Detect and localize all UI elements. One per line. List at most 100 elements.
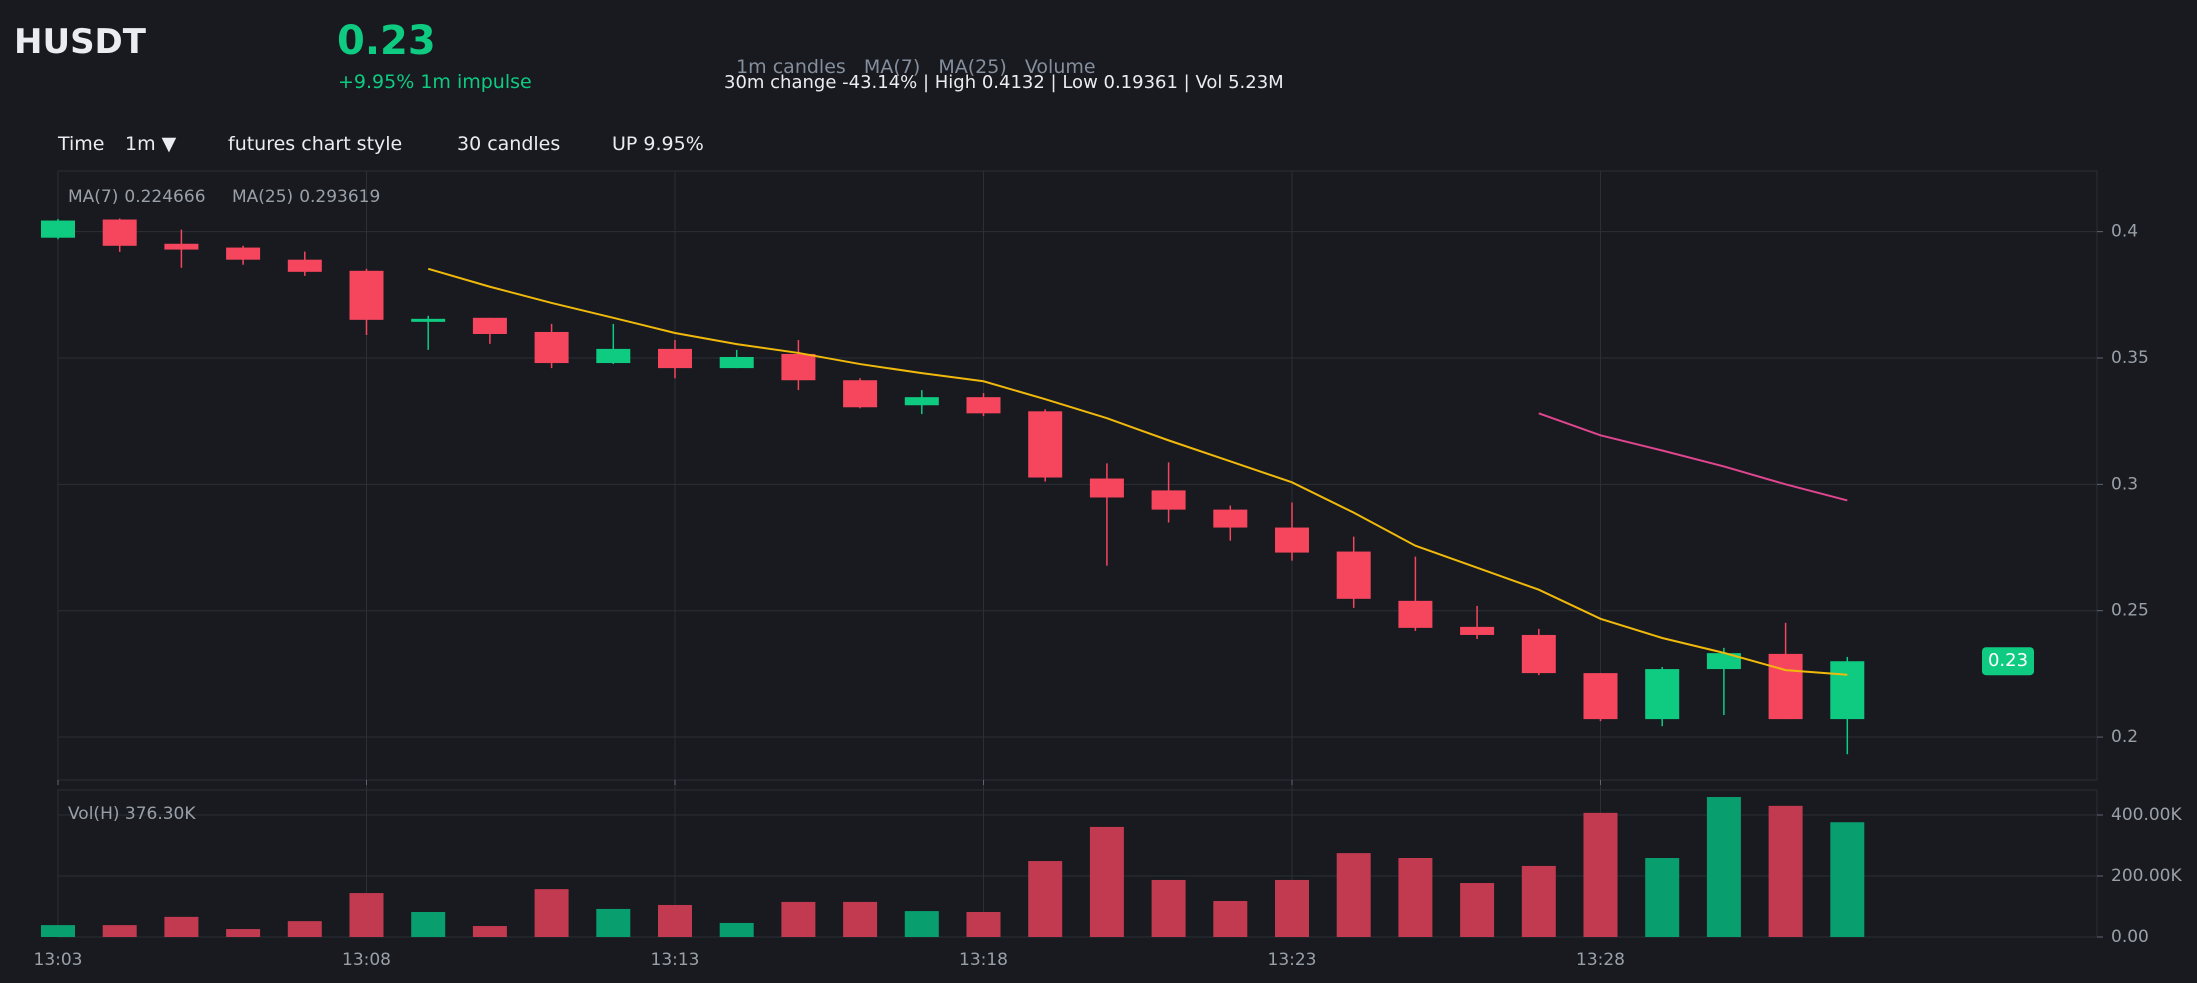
x-tick-label: 13:08 [342, 950, 391, 970]
candle-body [102, 219, 137, 246]
candle-body [719, 356, 754, 369]
volume-bar [1521, 865, 1556, 937]
legend-value: 0.224666 [124, 187, 205, 207]
candle-body [843, 380, 878, 408]
toggle[interactable]: Volume [1024, 56, 1096, 78]
candle-body [904, 397, 939, 406]
y-tick-label: 0.25 [2111, 601, 2149, 621]
chart-toggles: 1m candles MA(7) MA(25) Volume [724, 34, 1096, 78]
volume-bar [658, 904, 692, 937]
candle-body [1460, 626, 1495, 635]
y-tick-label: 0.00 [2111, 927, 2149, 947]
volume-bar [843, 901, 878, 937]
ma-line [427, 267, 1848, 676]
candle-body [658, 348, 692, 369]
volume-bar [1275, 879, 1309, 937]
volume-bar [1830, 822, 1865, 937]
candle-body [1151, 490, 1186, 510]
candle-body [1275, 527, 1309, 553]
volume-bar [534, 889, 569, 937]
candle-body [1583, 673, 1618, 720]
candle-body [164, 243, 199, 250]
toolbar-label: Time [58, 133, 105, 155]
interval-select[interactable]: 1m ▼ [125, 133, 177, 155]
candle-body [226, 247, 261, 260]
volume-bar [781, 901, 816, 937]
x-tick-label: 13:28 [1576, 950, 1625, 970]
legend-entry: MA(25) 0.293619 [232, 187, 380, 207]
volume-bar [904, 911, 939, 937]
legend-entry: MA(7) 0.224666 [68, 187, 206, 207]
volume-bar [1706, 797, 1741, 937]
volume-bar [287, 921, 322, 937]
candle-count[interactable]: 30 candles [457, 133, 561, 155]
candle-body [1521, 634, 1556, 674]
candle-body [349, 270, 384, 320]
volume-bar [164, 916, 199, 937]
price-panel [57, 170, 2098, 781]
y-tick-label: 0.35 [2111, 348, 2149, 368]
x-tick-label: 13:13 [651, 950, 700, 970]
y-tick-label: 0.2 [2111, 727, 2138, 747]
candle-body [534, 331, 569, 364]
candle-body [472, 317, 507, 334]
volume-bar [41, 925, 75, 937]
price-tag-label: 0.23 [1988, 650, 2028, 671]
y-tick-label: 200.00K [2111, 866, 2182, 886]
candle-body [966, 397, 1001, 414]
candle-body [1089, 478, 1124, 498]
candle-body [287, 259, 322, 272]
y-tick-label: 0.3 [2111, 474, 2138, 494]
chart-style[interactable]: futures chart style [228, 133, 403, 155]
legend-name: MA(25) [232, 187, 293, 207]
volume-bar [1151, 879, 1186, 937]
candle-body [596, 348, 631, 364]
direction[interactable]: UP 9.95% [612, 133, 704, 155]
volume-legend: Vol(H) 376.30K [68, 804, 196, 824]
y-tick-label: 400.00K [2111, 805, 2182, 825]
volume-bar [1645, 858, 1680, 937]
legend-value: 0.293619 [299, 187, 380, 207]
candle-body [1645, 669, 1680, 720]
candle-body [1768, 653, 1803, 720]
volume-bar [411, 911, 446, 937]
volume-bar [1460, 883, 1495, 937]
price-tag [1982, 647, 2034, 676]
volume-bar [1583, 812, 1618, 937]
volume-bar [1336, 853, 1371, 937]
volume-bar [1768, 805, 1803, 937]
candle-body [1336, 551, 1371, 599]
candle-body [41, 220, 75, 238]
volume-bar [596, 908, 631, 937]
last-price: 0.23 [337, 18, 436, 64]
toggle[interactable]: 1m candles [736, 56, 846, 78]
candle-body [1706, 653, 1741, 670]
ma-line [1538, 412, 1848, 502]
candle-body [781, 353, 816, 381]
x-tick-label: 13:03 [34, 950, 83, 970]
stats: 30m change -43.14% | High 0.4132 | Low 0… [724, 72, 1284, 93]
volume-bar [1028, 861, 1063, 937]
volume-bar [472, 926, 507, 937]
x-tick-label: 13:18 [959, 950, 1008, 970]
x-tick-label: 13:23 [1268, 950, 1317, 970]
volume-bar [102, 925, 137, 937]
toggle[interactable]: MA(7) [863, 56, 921, 78]
volume-bar [226, 929, 261, 937]
y-tick-label: 0.4 [2111, 222, 2138, 242]
candle-body [1830, 661, 1865, 720]
volume-bar [349, 893, 384, 937]
candle-body [411, 318, 446, 322]
candle-body [1028, 411, 1063, 478]
price-change: +9.95% 1m impulse [338, 71, 532, 93]
volume-bar [719, 922, 754, 937]
candle-body [1213, 509, 1248, 528]
legend-name: MA(7) [68, 187, 118, 207]
volume-bar [966, 911, 1001, 937]
toggle[interactable]: MA(25) [938, 56, 1007, 78]
volume-bar [1213, 901, 1248, 937]
volume-bar [1089, 826, 1124, 937]
symbol: HUSDT [14, 22, 146, 62]
